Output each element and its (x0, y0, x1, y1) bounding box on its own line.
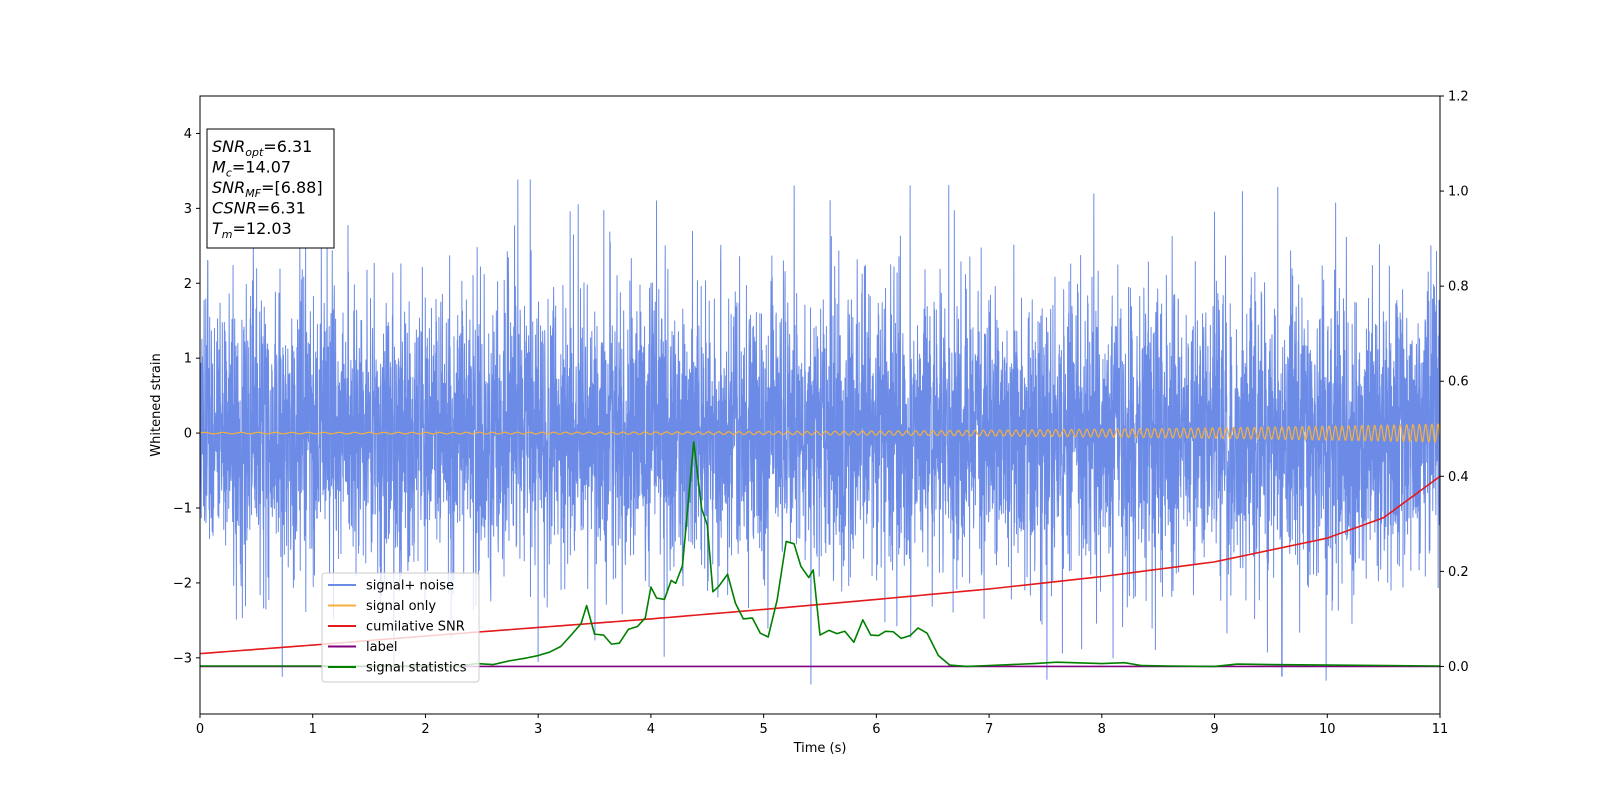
y2-tick-label: 0.8 (1448, 280, 1469, 295)
x-tick-label: 3 (534, 722, 542, 737)
y-tick-label: −1 (173, 502, 192, 517)
series-line-signal-statistics (200, 441, 1440, 668)
y-tick-label: 0 (184, 427, 192, 442)
x-tick-label: 8 (1098, 722, 1106, 737)
info-label: SNR (212, 137, 245, 156)
axes-frame (199, 95, 1441, 715)
y-tick-label: 2 (184, 277, 192, 292)
x-tick-label: 6 (872, 722, 880, 737)
x-tick-label: 1 (309, 722, 317, 737)
x-tick-label: 10 (1319, 722, 1336, 737)
legend-label: signal+ noise (366, 579, 454, 594)
y-tick-label: −3 (173, 651, 192, 666)
info-box-line: CSNR=6.31 (212, 199, 306, 218)
info-value: =6.31 (257, 199, 306, 218)
y2-tick-label: 0.2 (1448, 565, 1469, 580)
info-value: =[6.88] (261, 178, 323, 197)
y2-tick-label: 1.2 (1448, 90, 1469, 105)
y2-tick-label: 1.0 (1448, 185, 1469, 200)
info-subscript: MF (245, 187, 261, 200)
x-tick-label: 5 (759, 722, 767, 737)
legend: signal+ noise signal only cumilative SNR la… (321, 572, 480, 683)
info-label: M (212, 158, 226, 177)
info-label: SNR (212, 178, 245, 197)
info-label: T (212, 219, 223, 238)
x-tick-label: 9 (1210, 722, 1218, 737)
info-box-line: SNRMF=[6.88] (212, 178, 323, 200)
series-line-signal-only (200, 423, 1440, 443)
info-box-line: Mc=14.07 (212, 158, 291, 180)
x-axis-label: Time (s) (793, 741, 847, 756)
legend-frame (321, 572, 480, 683)
y-tick-label: 4 (184, 127, 192, 142)
info-box-line: SNRopt=6.31 (212, 137, 312, 159)
info-value: =14.07 (232, 158, 291, 177)
info-box: SNRopt=6.31Mc=14.07SNRMF=[6.88]CSNR=6.31… (206, 128, 335, 249)
legend-label: cumilative SNR (366, 620, 465, 635)
legend-label: label (366, 640, 397, 655)
info-value: =12.03 (233, 219, 292, 238)
info-subscript: m (222, 228, 233, 241)
info-box-line: Tm=12.03 (212, 219, 292, 241)
legend-label: signal statistics (366, 661, 467, 676)
y2-tick-label: 0.0 (1448, 660, 1469, 675)
x-tick-label: 2 (421, 722, 429, 737)
x-tick-label: 7 (985, 722, 993, 737)
y2-tick-label: 0.6 (1448, 375, 1469, 390)
y-tick-label: −2 (173, 576, 192, 591)
y2-tick-label: 0.4 (1448, 470, 1469, 485)
x-tick-label: 11 (1432, 722, 1449, 737)
y-tick-label: 3 (184, 202, 192, 217)
y-axis-label: Whitened strain (149, 353, 164, 456)
info-subscript: c (226, 167, 232, 180)
y-tick-label: 1 (184, 352, 192, 367)
x-tick-label: 0 (196, 722, 204, 737)
x-tick-label: 4 (647, 722, 655, 737)
info-label: CSNR (212, 199, 257, 218)
info-subscript: opt (245, 146, 264, 159)
legend-label: signal only (366, 599, 436, 614)
info-box-frame (206, 128, 335, 249)
axis-ticks: 0 1 2 3 4 5 6 7 8 9 10 11 −3 −2 −1 0 1 2 3 4 0.0 0.2 0.4 0.6 0.8… (173, 90, 1469, 738)
series-line-signal-noise (200, 179, 1440, 685)
info-value: =6.31 (263, 137, 312, 156)
